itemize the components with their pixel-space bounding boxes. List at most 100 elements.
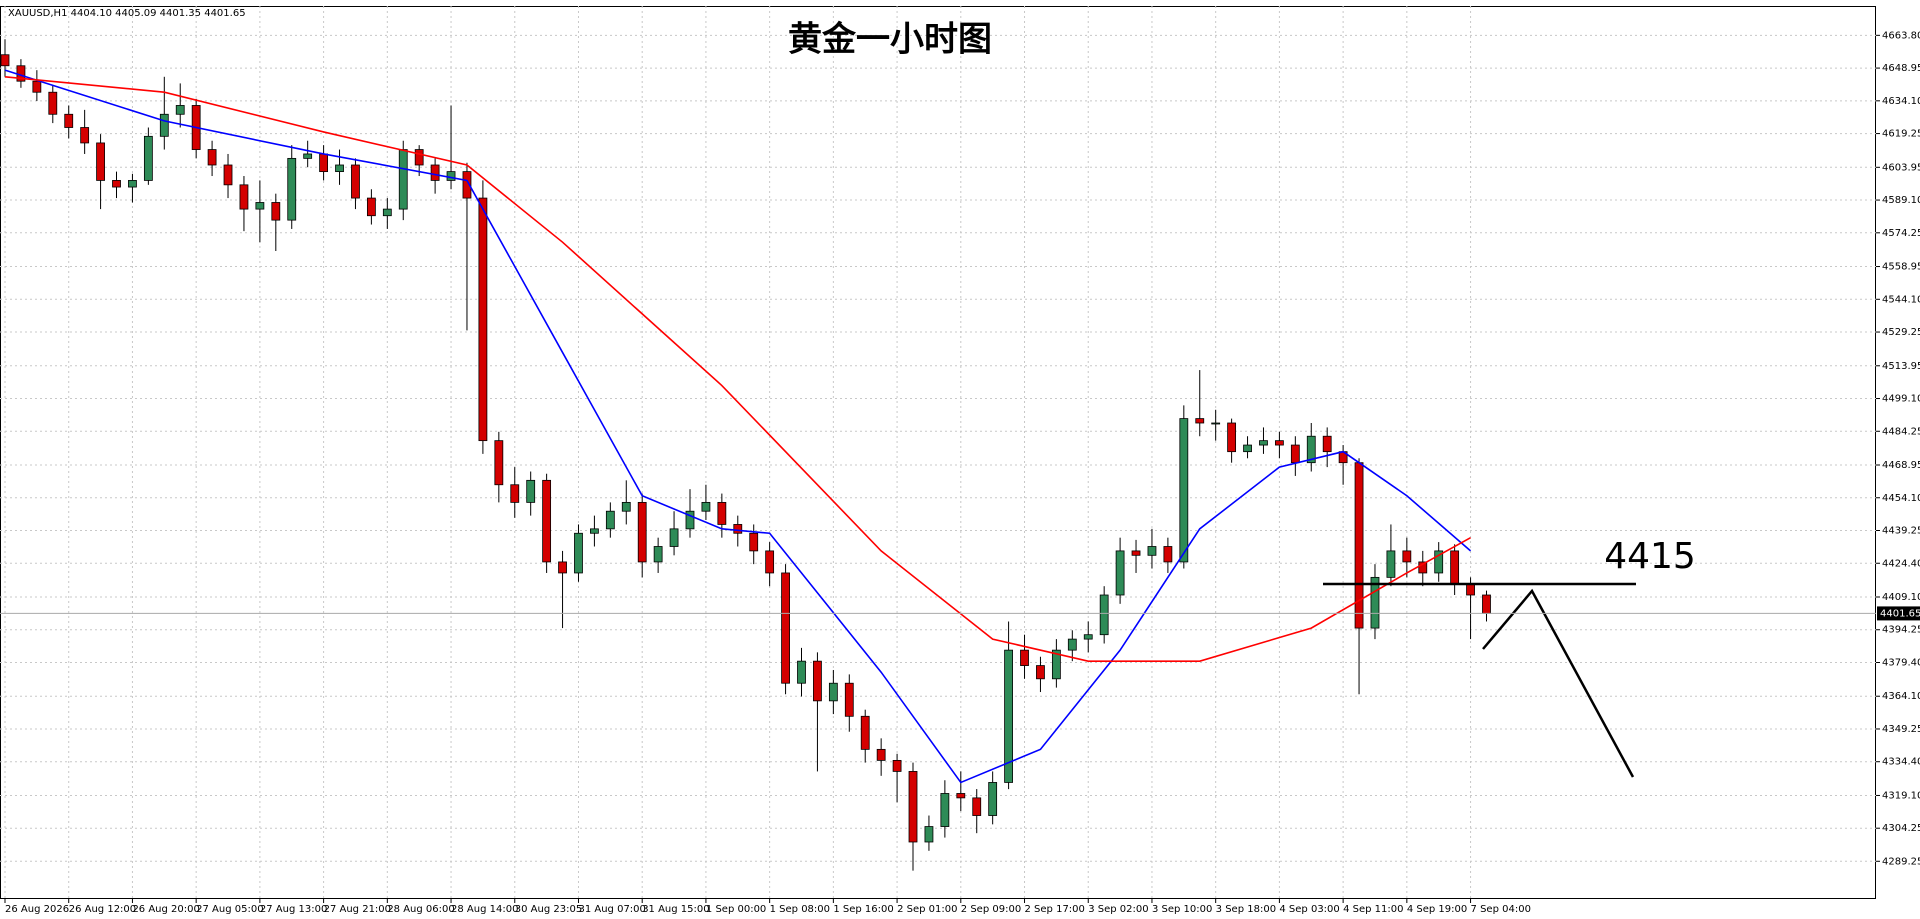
y-tick-label: 4529.25: [1882, 327, 1920, 338]
x-tick-label: 27 Aug 21:00: [324, 904, 391, 915]
candle-body: [1227, 422, 1237, 453]
candle-body: [446, 171, 456, 181]
candle-body: [1418, 561, 1428, 574]
y-tick-label: 4379.40: [1882, 657, 1920, 668]
candle-body: [32, 80, 42, 93]
candle-body: [972, 797, 982, 816]
y-tick-label: 4619.25: [1882, 129, 1920, 140]
candle-body: [0, 54, 10, 67]
candle-body: [1099, 594, 1109, 636]
candle-body: [351, 164, 360, 199]
candle-body: [988, 782, 998, 816]
x-tick-label: 2 Sep 01:00: [897, 904, 957, 915]
x-tick-label: 7 Sep 04:00: [1471, 904, 1531, 915]
x-tick-label: 2 Sep 09:00: [961, 904, 1021, 915]
y-tick-label: 4468.95: [1882, 460, 1920, 471]
candle-body: [1466, 583, 1475, 596]
candle-body: [876, 748, 886, 761]
y-tick-label: 4424.40: [1882, 558, 1920, 569]
candle-body: [1004, 649, 1013, 783]
candle-body: [621, 501, 631, 512]
x-tick-label: 27 Aug 13:00: [260, 904, 327, 915]
candle-body: [1243, 444, 1252, 453]
grid: [0, 6, 1876, 898]
candle-body: [223, 164, 233, 186]
candle-body: [526, 479, 536, 503]
candle-body: [797, 660, 806, 684]
y-tick-label: 4634.10: [1882, 96, 1920, 107]
forecast-arrow: [1482, 588, 1635, 778]
plot-frame: [0, 6, 1876, 899]
candle-body: [1195, 418, 1205, 424]
candle-body: [414, 149, 424, 166]
x-tick-label: 28 Aug 06:00: [387, 904, 454, 915]
candle-body: [1147, 546, 1157, 556]
y-tick-label: 4394.25: [1882, 625, 1920, 636]
candle-body: [685, 510, 695, 530]
candle-body: [637, 501, 647, 563]
candle-body: [1211, 422, 1221, 425]
x-tick-label: 30 Aug 23:05: [515, 904, 582, 915]
candle-body: [255, 202, 265, 210]
candle-body: [860, 715, 870, 750]
y-tick-label: 4603.95: [1882, 162, 1920, 173]
candle-body: [1083, 634, 1093, 640]
candle-body: [590, 528, 599, 534]
y-tick-label: 4663.80: [1882, 30, 1920, 41]
candle-body: [1131, 550, 1141, 556]
x-tick-label: 4 Sep 03:00: [1279, 904, 1339, 915]
y-tick-label: 4304.25: [1882, 823, 1920, 834]
current-price-box: [1877, 606, 1920, 621]
candle-body: [335, 164, 344, 173]
y-tick-label: 4648.95: [1882, 63, 1920, 74]
y-tick-label: 4349.25: [1882, 724, 1920, 735]
candle-body: [1434, 550, 1444, 574]
candle-body: [1402, 550, 1412, 563]
candle-body: [1386, 550, 1396, 578]
candle-body: [1115, 550, 1125, 596]
candle-body: [271, 202, 281, 221]
candle-body: [1354, 462, 1364, 629]
candle-body: [128, 180, 137, 188]
y-tick-label: 4499.10: [1882, 394, 1920, 405]
candle-body: [112, 180, 121, 188]
marks: [0, 39, 1491, 871]
candle-body: [96, 142, 105, 181]
x-tick-label: 26 Aug 20:00: [132, 904, 199, 915]
candle-body: [653, 546, 663, 563]
candle-body: [1020, 649, 1029, 666]
candle-body: [48, 91, 58, 115]
candle-body: [1450, 550, 1460, 585]
candle-body: [940, 793, 950, 827]
candle-body: [80, 127, 90, 144]
y-tick-label: 4289.25: [1882, 856, 1920, 867]
current-price-label: 4401.65: [1880, 608, 1920, 619]
candle-body: [733, 524, 743, 534]
candle-body: [462, 171, 472, 199]
candle-body: [430, 164, 440, 181]
candle-body: [1163, 546, 1173, 563]
candle-body: [207, 149, 217, 166]
candle-body: [574, 532, 583, 574]
candle-body: [303, 153, 313, 159]
candle-body: [1036, 665, 1045, 680]
candle-body: [494, 440, 504, 486]
candle-body: [669, 528, 679, 547]
x-tick-label: 3 Sep 02:00: [1088, 904, 1148, 915]
x-tick-label: 4 Sep 11:00: [1343, 904, 1403, 915]
x-tick-label: 31 Aug 15:00: [642, 904, 709, 915]
candle-body: [749, 532, 759, 552]
y-tick-label: 4409.10: [1882, 592, 1920, 603]
candle-body: [1067, 638, 1077, 651]
symbol-info: XAUUSD,H1 4404.10 4405.09 4401.35 4401.6…: [8, 8, 246, 19]
candle-body: [1259, 440, 1268, 446]
candle-body: [143, 135, 153, 181]
y-tick-label: 4574.25: [1882, 228, 1920, 239]
candle-body: [542, 479, 552, 563]
candle-body: [813, 660, 822, 702]
x-tick-label: 28 Aug 14:00: [451, 904, 518, 915]
y-tick-label: 4544.10: [1882, 294, 1920, 305]
x-tick-label: 31 Aug 07:00: [578, 904, 645, 915]
y-tick-label: 4558.95: [1882, 262, 1920, 273]
